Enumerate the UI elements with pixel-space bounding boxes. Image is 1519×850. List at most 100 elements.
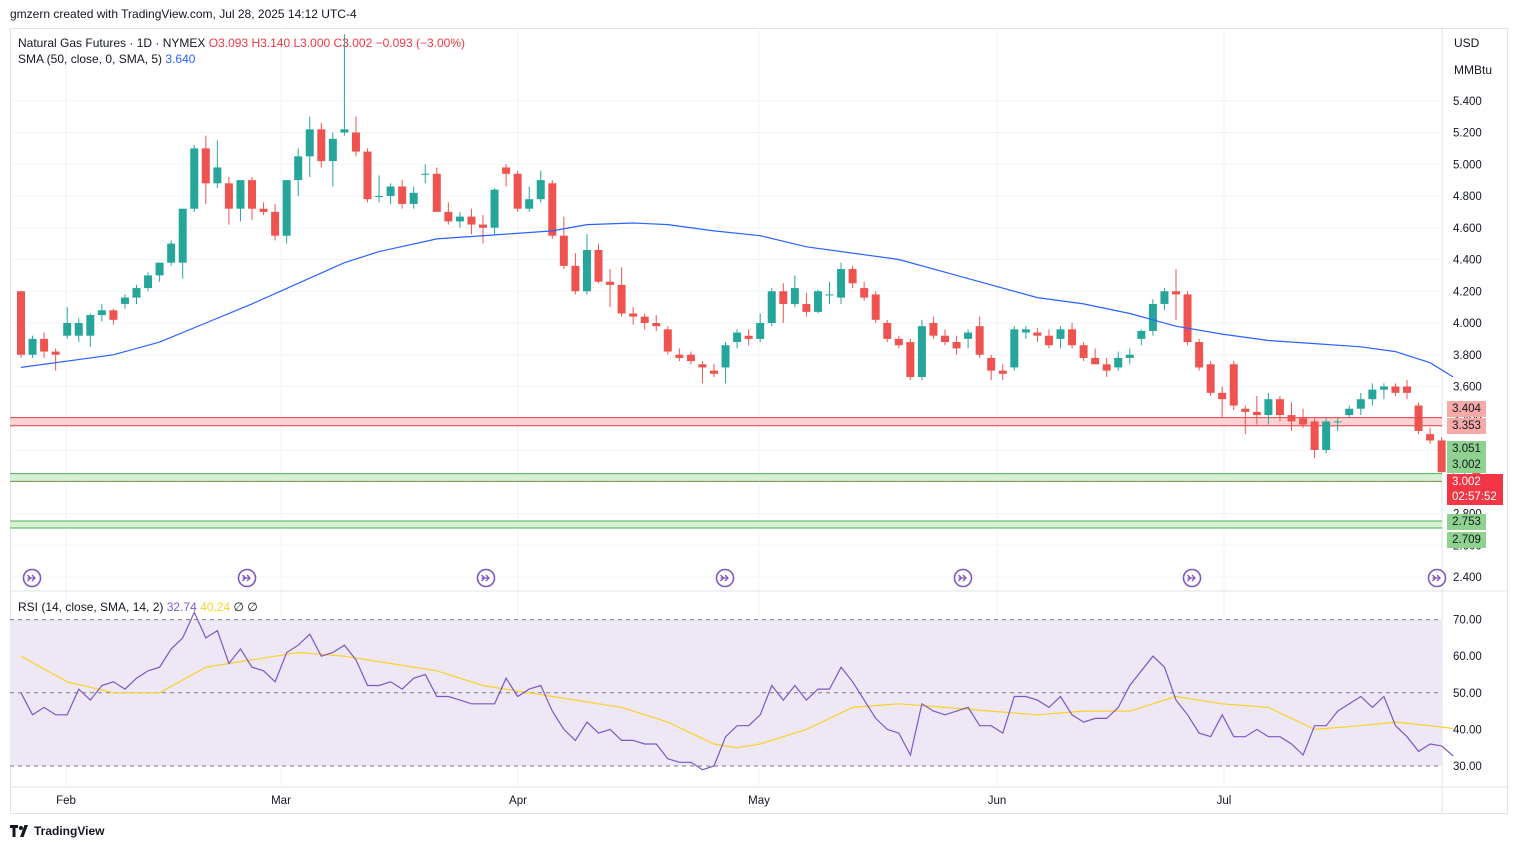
candle-body[interactable]	[756, 323, 765, 339]
candle-body[interactable]	[1287, 415, 1296, 422]
candle-body[interactable]	[710, 370, 718, 374]
candle-body[interactable]	[1125, 354, 1134, 358]
candle-body[interactable]	[813, 291, 822, 312]
candle-body[interactable]	[525, 199, 534, 209]
candle-body[interactable]	[1218, 392, 1227, 400]
candle-body[interactable]	[317, 129, 326, 162]
candle-body[interactable]	[236, 180, 245, 209]
candle-body[interactable]	[294, 156, 303, 181]
event-marker-icon[interactable]	[715, 568, 735, 588]
candle-body[interactable]	[548, 183, 557, 236]
candle-body[interactable]	[941, 335, 949, 343]
candle-body[interactable]	[1252, 411, 1261, 416]
candle-body[interactable]	[640, 316, 649, 323]
candle-body[interactable]	[63, 323, 72, 336]
candle-body[interactable]	[617, 284, 626, 314]
current-price-badge[interactable]: 3.002	[1447, 474, 1503, 490]
candle-body[interactable]	[964, 332, 973, 339]
candle-body[interactable]	[744, 335, 753, 339]
candle-body[interactable]	[848, 269, 857, 284]
candle-body[interactable]	[1414, 405, 1423, 431]
candle-body[interactable]	[248, 180, 256, 209]
candle-body[interactable]	[582, 249, 591, 292]
candle-body[interactable]	[929, 323, 938, 336]
candle-body[interactable]	[40, 338, 49, 352]
currency-label[interactable]: USD	[1454, 36, 1480, 50]
candle-body[interactable]	[155, 262, 164, 276]
level-price-badge[interactable]: 3.051	[1447, 441, 1486, 457]
candle-body[interactable]	[825, 294, 834, 296]
candle-body[interactable]	[1033, 332, 1042, 336]
candle-body[interactable]	[1299, 418, 1308, 425]
candle-body[interactable]	[386, 186, 395, 196]
symbol-legend[interactable]: Natural Gas Futures · 1D · NYMEX O3.093 …	[18, 35, 465, 51]
candle-body[interactable]	[490, 189, 499, 228]
candle-body[interactable]	[1091, 357, 1100, 365]
candle-body[interactable]	[363, 151, 372, 200]
candle-body[interactable]	[479, 224, 487, 228]
candle-body[interactable]	[259, 208, 268, 212]
candle-body[interactable]	[871, 294, 880, 320]
candle-body[interactable]	[860, 288, 869, 298]
candle-body[interactable]	[790, 288, 799, 304]
candle-body[interactable]	[51, 351, 60, 355]
candle-body[interactable]	[120, 297, 129, 304]
candle-body[interactable]	[1137, 330, 1146, 339]
candle-body[interactable]	[1021, 329, 1030, 333]
candle-body[interactable]	[975, 326, 984, 355]
candle-body[interactable]	[1206, 364, 1215, 393]
candle-body[interactable]	[1044, 335, 1053, 346]
rsi-line[interactable]	[20, 610, 1454, 771]
candle-body[interactable]	[1010, 329, 1019, 368]
candle-body[interactable]	[883, 323, 892, 339]
candle-body[interactable]	[559, 235, 568, 266]
candle-body[interactable]	[1403, 386, 1411, 393]
level-price-badge[interactable]: 3.002	[1447, 457, 1486, 473]
candle-body[interactable]	[167, 243, 176, 263]
candle-body[interactable]	[1379, 386, 1388, 390]
candle-body[interactable]	[224, 183, 233, 209]
candle-body[interactable]	[1229, 364, 1238, 406]
candle-body[interactable]	[1310, 421, 1319, 450]
candle-body[interactable]	[398, 186, 407, 204]
candle-body[interactable]	[178, 208, 187, 263]
candle-body[interactable]	[1356, 399, 1365, 409]
candle-body[interactable]	[409, 192, 418, 204]
candle-body[interactable]	[201, 148, 210, 184]
candle-body[interactable]	[444, 211, 453, 222]
candle-body[interactable]	[502, 167, 511, 174]
candle-body[interactable]	[17, 291, 25, 355]
candle-body[interactable]	[767, 291, 776, 323]
candle-body[interactable]	[571, 265, 580, 292]
candle-body[interactable]	[1241, 408, 1250, 412]
rsi-legend[interactable]: RSI (14, close, SMA, 14, 2) 32.74 40.24 …	[18, 599, 258, 615]
candle-body[interactable]	[987, 357, 996, 371]
candle-body[interactable]	[1195, 342, 1204, 368]
candle-body[interactable]	[1079, 345, 1088, 358]
candle-body[interactable]	[1114, 357, 1123, 368]
candle-body[interactable]	[432, 173, 441, 212]
candle-body[interactable]	[1437, 440, 1446, 473]
candle-body[interactable]	[894, 338, 903, 346]
candle-body[interactable]	[467, 216, 476, 225]
candle-body[interactable]	[1333, 421, 1342, 423]
candle-body[interactable]	[594, 249, 603, 282]
rsi-sma-line[interactable]	[20, 651, 1454, 749]
candle-body[interactable]	[271, 211, 280, 236]
candle-body[interactable]	[606, 281, 615, 285]
candle-body[interactable]	[1426, 434, 1435, 441]
candle-body[interactable]	[733, 332, 742, 343]
candle-body[interactable]	[698, 364, 707, 368]
candle-body[interactable]	[1160, 291, 1169, 304]
candle-body[interactable]	[1183, 294, 1192, 343]
candle-body[interactable]	[351, 132, 360, 152]
level-price-badge[interactable]: 2.709	[1447, 532, 1486, 548]
level-price-badge[interactable]: 3.353	[1447, 418, 1486, 434]
candle-body[interactable]	[652, 323, 661, 327]
sma-legend[interactable]: SMA (50, close, 0, SMA, 5) 3.640	[18, 51, 195, 67]
candle-body[interactable]	[1172, 291, 1180, 295]
candle-body[interactable]	[282, 180, 291, 236]
candle-body[interactable]	[1056, 329, 1065, 339]
candle-body[interactable]	[1345, 408, 1354, 416]
